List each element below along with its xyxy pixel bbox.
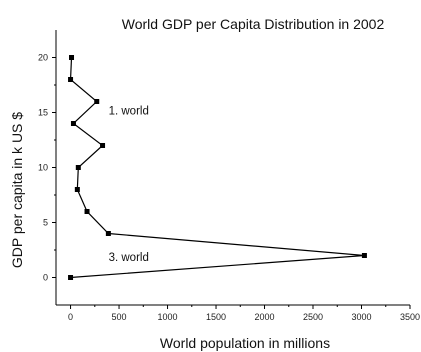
chart-title: World GDP per Capita Distribution in 200… bbox=[122, 16, 385, 32]
data-point bbox=[75, 165, 81, 170]
data-point bbox=[70, 121, 76, 126]
series bbox=[68, 55, 367, 280]
y-axis-label: GDP per capita in k US $ bbox=[9, 112, 25, 268]
x-tick-label: 2500 bbox=[303, 312, 323, 322]
annotations: 1. world 3. world bbox=[109, 106, 149, 264]
x-tick-label: 500 bbox=[112, 312, 127, 322]
data-point bbox=[68, 275, 74, 280]
ticks: 0 500 1000 1500 2000 2500 3000 3500 0 5 10 15 20 bbox=[38, 53, 420, 323]
series-line bbox=[69, 57, 365, 279]
data-point bbox=[100, 143, 106, 148]
data-point bbox=[361, 253, 367, 258]
data-point bbox=[94, 99, 100, 104]
x-tick-label: 0 bbox=[68, 312, 73, 322]
x-axis-label: World population in millions bbox=[160, 335, 330, 351]
annotation-label: 3. world bbox=[109, 252, 149, 264]
data-point bbox=[74, 187, 80, 192]
data-point bbox=[84, 209, 90, 214]
data-point bbox=[69, 55, 75, 60]
y-tick-label: 15 bbox=[38, 108, 48, 118]
x-tick-label: 3500 bbox=[400, 312, 420, 322]
x-tick-label: 3000 bbox=[351, 312, 371, 322]
x-tick-label: 1500 bbox=[206, 312, 226, 322]
x-tick-label: 1000 bbox=[158, 312, 178, 322]
y-tick-label: 0 bbox=[43, 273, 48, 283]
y-tick-label: 5 bbox=[43, 218, 48, 228]
annotation-label: 1. world bbox=[109, 106, 149, 118]
data-point bbox=[105, 231, 111, 236]
y-tick-label: 10 bbox=[38, 163, 48, 173]
x-tick-label: 2000 bbox=[255, 312, 275, 322]
y-tick-label: 20 bbox=[38, 53, 48, 63]
data-point bbox=[68, 77, 74, 82]
